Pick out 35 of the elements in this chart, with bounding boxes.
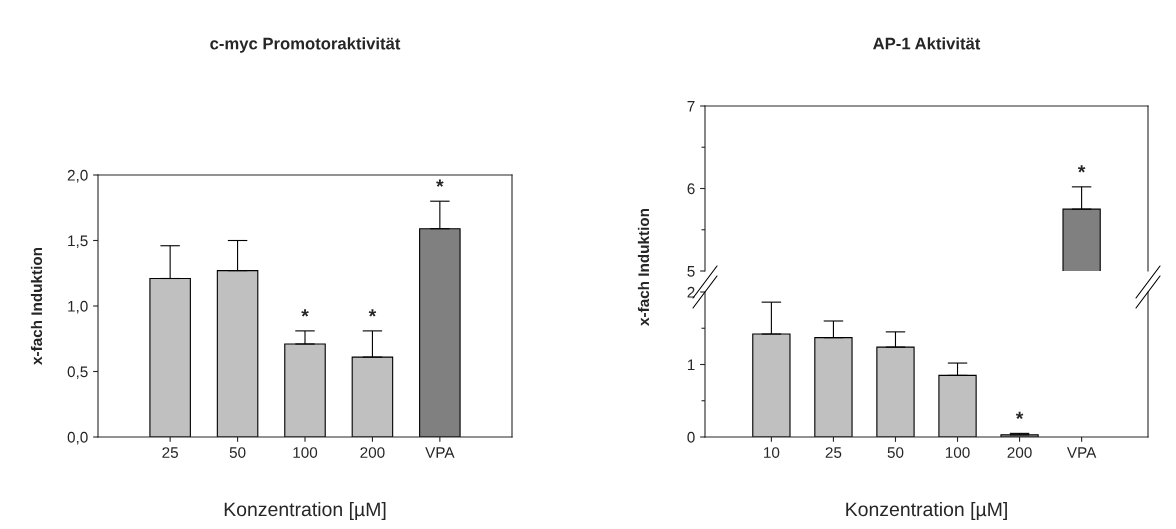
y-tick-label: 6: [687, 183, 695, 195]
annotation: *: [301, 309, 309, 317]
x-tick-label: 200: [1007, 447, 1032, 458]
y-axis-title: x-fach Induktion: [30, 247, 43, 365]
y-tick-label: 1,0: [68, 300, 88, 314]
annotation: *: [436, 179, 444, 187]
x-axis-title: Konzentration [µM]: [224, 501, 386, 521]
y-tick-label: 0,5: [67, 366, 88, 379]
annotation: *: [1015, 411, 1024, 420]
y-tick-label: 5: [687, 266, 695, 277]
x-tick-label: 100: [945, 447, 970, 458]
y-tick-label: 7: [687, 101, 695, 112]
chart-title: AP-1 Aktivität: [873, 37, 981, 50]
annotation: *: [368, 309, 377, 317]
y-tick-label: 1,5: [68, 235, 88, 248]
x-tick-label: 25: [825, 447, 842, 458]
y-tick-label: 2,0: [67, 169, 88, 183]
bar: [752, 333, 791, 437]
x-axis-title: Konzentration [µM]: [846, 501, 1007, 521]
y-tick-label: 0,0: [67, 431, 88, 445]
y-tick-label: 1: [687, 359, 695, 371]
x-tick-label: 50: [887, 447, 904, 458]
y-tick-label: 2: [687, 286, 695, 298]
x-tick-label: VPA: [1066, 447, 1097, 458]
bar: [284, 343, 326, 437]
x-tick-label: 10: [764, 447, 780, 458]
x-tick-label: 200: [360, 447, 385, 458]
x-tick-label: VPA: [425, 447, 455, 458]
annotation: *: [1077, 165, 1086, 173]
x-tick-label: 100: [293, 447, 318, 458]
x-tick-label: 50: [229, 447, 246, 458]
x-tick-label: 25: [162, 447, 178, 458]
y-tick-label: 0: [687, 431, 695, 443]
y-axis-title: x-fach Induktion: [637, 208, 650, 326]
chart-title: c-myc Promotoraktivität: [210, 37, 401, 53]
